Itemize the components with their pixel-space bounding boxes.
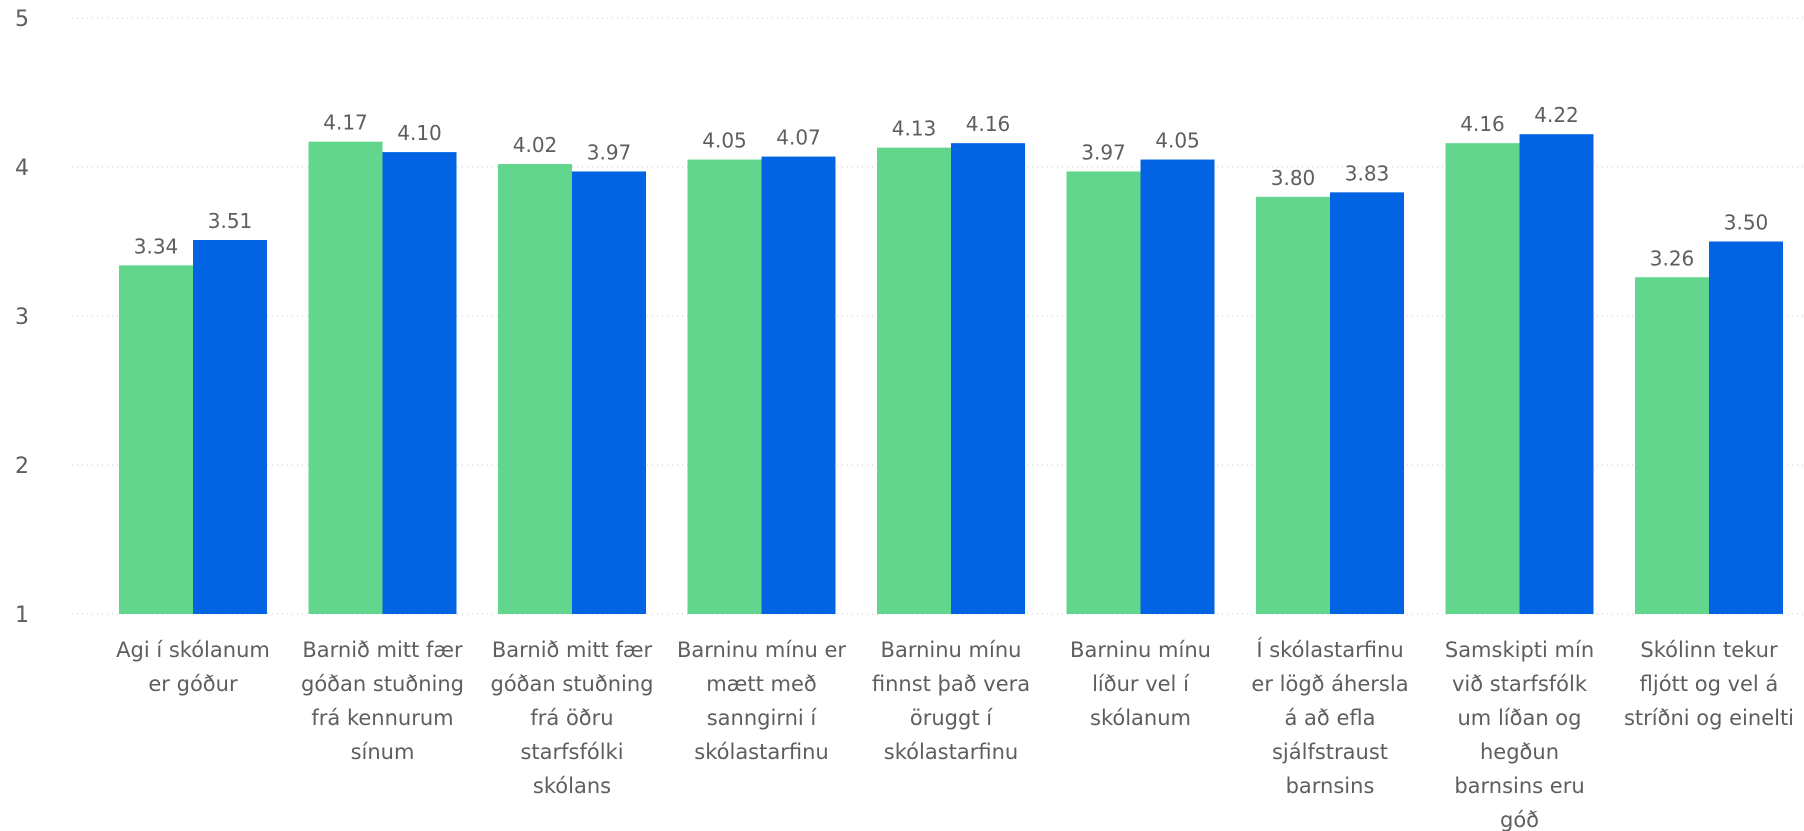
category-label-line: Í skólastarfinu	[1256, 637, 1403, 662]
category-label-line: frá kennurum	[311, 706, 453, 730]
category-label: Skólinn tekur fljótt og vel á stríðni og e…	[1624, 638, 1794, 730]
data-label: 3.51	[208, 209, 253, 233]
category-label: Samskipti mín við starfsfólk um líðan og he…	[1445, 638, 1594, 831]
category-label-line: góð	[1500, 808, 1539, 831]
bar-series-2-4	[761, 156, 836, 614]
category-label: Agi í skólanum er góður	[116, 638, 270, 696]
bar-series-2-7	[1330, 192, 1404, 614]
category-label-line: líður vel í	[1092, 672, 1190, 696]
data-label: 4.02	[513, 133, 558, 157]
category-label: Barnið mitt fær góðan stuðning frá kennuru…	[301, 638, 464, 764]
category-label-line: öruggt í	[910, 706, 993, 730]
data-label: 3.26	[1650, 246, 1695, 270]
data-label: 4.05	[702, 129, 747, 153]
category-label-line: skólanum	[1090, 706, 1191, 730]
bar-series-2-1	[193, 240, 267, 614]
category-label-line: fljótt og vel á	[1640, 672, 1779, 696]
category-label-line: Barnið mitt fær	[492, 638, 653, 662]
bar-series-2-2	[382, 152, 457, 614]
data-label: 3.97	[587, 140, 632, 164]
category-label-line: við starfsfólk	[1452, 672, 1588, 696]
category-label-line: stríðni og einelti	[1624, 706, 1794, 730]
category-label: Barnið mitt fær góðan stuðning frá öðru sta…	[491, 638, 654, 798]
bar-series-2-6	[1140, 159, 1215, 615]
category-label-line: sanngirni í	[707, 706, 818, 730]
bar-series-2-5	[951, 143, 1025, 614]
data-label: 3.83	[1345, 161, 1390, 185]
category-label-line: hegðun	[1480, 740, 1559, 764]
category-label-line: skólastarfinu	[694, 740, 828, 764]
y-tick-label: 1	[15, 603, 29, 628]
bar-series-2-8	[1519, 134, 1594, 614]
category-label-line: Barninu mínu er	[677, 638, 846, 662]
category-label: Barninu mínu er mætt með sanngirni í skólas…	[677, 638, 846, 764]
y-tick-label: 2	[15, 454, 29, 479]
data-label: 4.07	[776, 126, 821, 150]
category-label-line: er góður	[148, 672, 238, 696]
category-label-line: Samskipti mín	[1445, 638, 1594, 662]
x-axis-categories: Agi í skólanum er góður Barnið mitt fær góð…	[116, 637, 1794, 831]
data-label: 4.22	[1534, 103, 1579, 127]
bar-series-1-6	[1066, 171, 1141, 614]
category-label-line: Barninu mínu	[1070, 638, 1211, 662]
category-label-line: góðan stuðning	[301, 672, 464, 696]
category-label-line: Agi í skólanum	[116, 638, 270, 662]
bars	[119, 134, 1783, 615]
data-label: 4.17	[323, 111, 368, 135]
bar-series-1-2	[308, 141, 383, 615]
bar-series-1-5	[877, 147, 951, 614]
category-label-line: frá öðru	[530, 706, 613, 730]
data-label: 4.13	[892, 117, 937, 141]
category-label: Barninu mínu finnst það vera öruggt í skóla…	[872, 638, 1030, 764]
category-label-line: barnsins eru	[1454, 774, 1584, 798]
bar-series-1-8	[1445, 143, 1520, 614]
y-tick-label: 3	[15, 305, 29, 330]
category-label: Barninu mínu líður vel í skólanum	[1070, 638, 1211, 730]
data-label: 3.50	[1724, 211, 1769, 235]
data-label: 4.16	[966, 112, 1011, 136]
y-axis-ticks: 1 2 3 4 5	[15, 7, 29, 628]
category-label-line: Barninu mínu	[881, 638, 1022, 662]
category-label-line: finnst það vera	[872, 672, 1030, 696]
data-label: 3.80	[1271, 166, 1316, 190]
y-tick-label: 5	[15, 7, 29, 32]
bar-series-1-3	[498, 164, 572, 614]
bar-series-1-1	[119, 265, 193, 614]
category-label-line: starfsfólki	[520, 740, 623, 764]
category-label-line: skólans	[533, 774, 611, 798]
category-label-line: er lögð áhersla	[1251, 672, 1408, 696]
category-label-line: Skólinn tekur	[1640, 638, 1778, 662]
data-label: 3.97	[1081, 140, 1126, 164]
data-label: 3.34	[134, 234, 179, 258]
bar-series-1-7	[1256, 196, 1330, 615]
bar-series-1-9	[1635, 277, 1709, 614]
y-tick-label: 4	[15, 156, 29, 181]
bar-series-2-9	[1709, 241, 1783, 614]
data-label: 4.10	[397, 121, 442, 145]
bar-series-1-4	[687, 159, 762, 615]
category-label-line: góðan stuðning	[491, 672, 654, 696]
data-label: 4.16	[1460, 112, 1505, 136]
category-label: Í skólastarfinu er lögð áhersla á að efla s…	[1251, 637, 1408, 798]
data-labels: 3.34 3.51 4.17 4.10 4.02 3.97 4.05 4.07 4.13 4.16…	[134, 103, 1769, 270]
data-label: 4.05	[1155, 129, 1200, 153]
category-label-line: um líðan og	[1458, 706, 1582, 730]
category-label-line: Barnið mitt fær	[302, 638, 463, 662]
category-label-line: barnsins	[1286, 774, 1375, 798]
category-label-line: skólastarfinu	[884, 740, 1018, 764]
bar-series-2-3	[572, 171, 646, 614]
category-label-line: sjálfstraust	[1272, 740, 1388, 764]
category-label-line: á að efla	[1285, 706, 1376, 730]
category-label-line: mætt með	[706, 672, 816, 696]
category-label-line: sínum	[351, 740, 415, 764]
